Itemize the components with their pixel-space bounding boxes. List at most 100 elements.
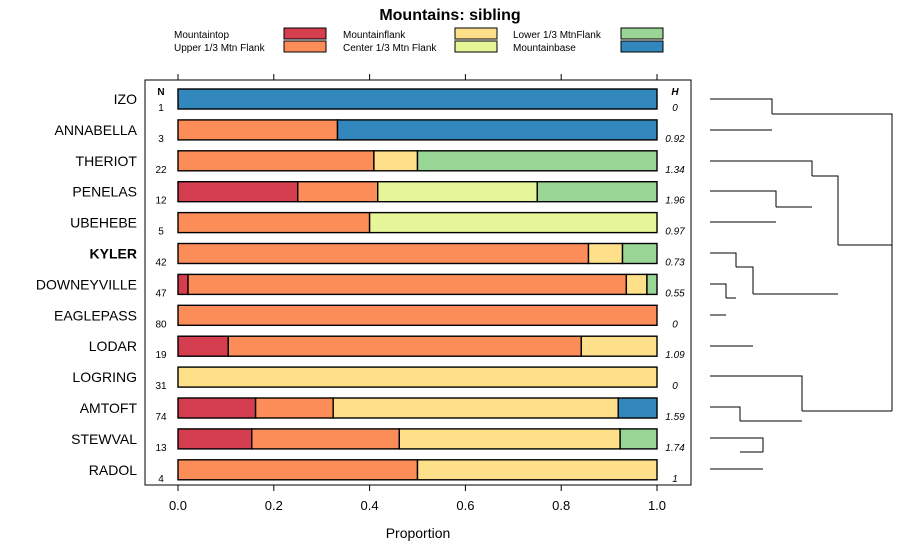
row-downeyville: DOWNEYVILLE 47 0.55 [36, 273, 685, 299]
bar-segment-mountainflank [416, 459, 658, 481]
row-n-value: 5 [158, 227, 164, 238]
dendrogram-branch [710, 160, 813, 176]
bar-segment-lower-1-3-mtnflank [646, 273, 658, 296]
legend-swatch-center-1-3-mtn-flank [454, 40, 498, 53]
dendrogram [710, 98, 893, 470]
bar-segment-upper-1-3-mtn-flank [177, 119, 339, 141]
row-radol: RADOL 4 1 [89, 459, 678, 485]
bar-segment-mountainbase [177, 88, 658, 110]
row-izo: IZO 1 0 [114, 88, 678, 114]
row-n-value: 80 [155, 319, 167, 330]
bar-segment-lower-1-3-mtnflank [619, 428, 658, 450]
legend-swatch-lower-1-3-mtnflank [620, 27, 664, 40]
row-label: RADOL [89, 462, 137, 478]
row-n-value: 3 [158, 134, 164, 145]
h-header: H [671, 87, 679, 98]
bar-segment-mountainflank [398, 428, 621, 450]
row-h-value: 1.74 [665, 443, 685, 454]
row-label: IZO [114, 91, 137, 107]
dendrogram-branch [710, 283, 727, 298]
dendrogram-branch [838, 244, 893, 411]
row-logring: LOGRING 31 0 [72, 366, 678, 392]
bar-segment-mountainflank [625, 273, 648, 296]
bar-segment-upper-1-3-mtn-flank [297, 180, 379, 203]
bar-segment-center-1-3-mtn-flank [377, 180, 538, 203]
row-n-value: 1 [158, 103, 164, 114]
dendrogram-branch [710, 98, 773, 114]
chart-title: Mountains: sibling [379, 7, 520, 24]
row-label: THERIOT [76, 153, 138, 169]
row-n-value: 22 [155, 165, 167, 176]
legend-label-mountainbase: Mountainbase [513, 43, 576, 54]
row-n-value: 74 [155, 412, 167, 423]
bar-segment-mountainflank [177, 366, 658, 388]
row-n-value: 19 [155, 350, 167, 361]
row-h-value: 0.73 [665, 258, 685, 269]
row-n-value: 12 [155, 196, 167, 207]
bar-segment-upper-1-3-mtn-flank [227, 335, 583, 357]
bar-segment-mountaintop [177, 273, 189, 296]
row-label: STEWVAL [71, 431, 137, 447]
row-amtoft: AMTOFT 74 1.59 [80, 397, 685, 423]
bar-segment-lower-1-3-mtnflank [536, 180, 658, 203]
dendrogram-branch [736, 266, 754, 294]
row-label: UBEHEBE [70, 215, 137, 231]
bar-segment-upper-1-3-mtn-flank [177, 459, 419, 481]
row-h-value: 1.96 [665, 196, 685, 207]
legend-swatch-mountainflank [454, 27, 498, 40]
row-h-value: 0.55 [665, 288, 685, 299]
row-annabella: ANNABELLA 3 0.92 [55, 119, 685, 145]
legend-label-lower-1-3-mtnflank: Lower 1/3 MtnFlank [513, 30, 602, 41]
row-ubehebe: UBEHEBE 5 0.97 [70, 211, 685, 238]
row-label: EAGLEPASS [54, 307, 137, 323]
bar-segment-center-1-3-mtn-flank [368, 211, 658, 234]
x-tick-label: 0.6 [456, 498, 474, 513]
legend-label-upper-1-3-mtn-flank: Upper 1/3 Mtn Flank [174, 43, 266, 54]
bar-segment-upper-1-3-mtn-flank [254, 397, 334, 419]
dendrogram-branch [710, 375, 803, 411]
x-tick-label: 0.8 [552, 498, 570, 513]
row-eaglepass: EAGLEPASS 80 0 [54, 304, 678, 330]
x-tick-label: 0.2 [265, 498, 283, 513]
row-label: LOGRING [72, 369, 137, 385]
row-n-value: 31 [155, 381, 167, 392]
bar-rows: IZO 1 0 ANNABELLA 3 0.92 THERIOT 22 1.34 PENELAS 1… [36, 88, 685, 485]
row-n-value: 47 [155, 288, 167, 299]
bar-segment-mountainflank [580, 335, 658, 357]
bar-segment-upper-1-3-mtn-flank [187, 273, 628, 296]
row-label: DOWNEYVILLE [36, 276, 137, 292]
dendrogram-branch [710, 406, 741, 421]
legend-label-mountainflank: Mountainflank [343, 30, 406, 41]
bar-segment-mountainbase [617, 397, 658, 419]
row-h-value: 1.34 [665, 165, 685, 176]
bar-segment-upper-1-3-mtn-flank [177, 211, 371, 234]
x-axis-title: Proportion [386, 525, 451, 541]
row-h-value: 0 [672, 103, 678, 114]
row-n-value: 4 [158, 474, 164, 485]
bar-segment-mountaintop [177, 180, 299, 203]
dendrogram-branch [812, 175, 839, 245]
row-h-value: 0 [672, 381, 678, 392]
row-penelas: PENELAS 12 1.96 [72, 180, 685, 207]
row-stewval: STEWVAL 13 1.74 [71, 428, 685, 454]
x-axis: 0.0 0.2 0.4 0.6 0.8 1.0 [169, 74, 666, 513]
x-tick-label: 1.0 [648, 498, 666, 513]
row-h-value: 1.59 [665, 412, 685, 423]
bar-segment-mountainbase [336, 119, 658, 141]
row-h-value: 1.09 [665, 350, 685, 361]
bar-segment-upper-1-3-mtn-flank [251, 428, 400, 450]
row-h-value: 0.97 [665, 227, 685, 238]
bar-segment-lower-1-3-mtnflank [621, 242, 658, 265]
legend-label-mountaintop: Mountaintop [174, 30, 229, 41]
legend-swatch-upper-1-3-mtn-flank [283, 40, 327, 53]
bar-segment-upper-1-3-mtn-flank [177, 304, 658, 326]
dendrogram-branch [710, 190, 777, 207]
row-label: LODAR [89, 338, 137, 354]
bar-segment-mountaintop [177, 397, 257, 419]
x-tick-label: 0.0 [169, 498, 187, 513]
row-label: ANNABELLA [55, 122, 138, 138]
legend-swatch-mountainbase [620, 40, 664, 53]
dendrogram-branch [710, 252, 737, 267]
row-theriot: THERIOT 22 1.34 [76, 150, 685, 176]
